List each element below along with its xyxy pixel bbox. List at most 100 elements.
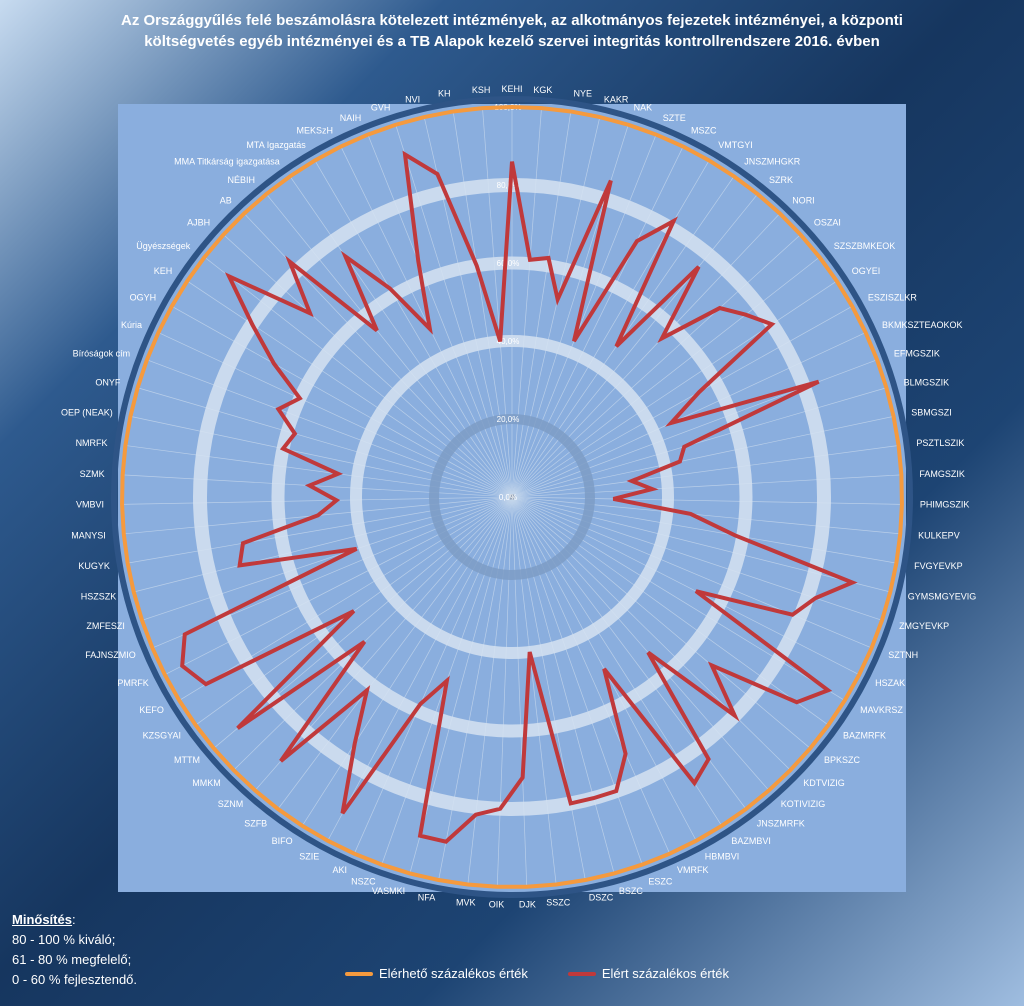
category-label: NFA: [418, 893, 436, 903]
radial-gridline: [204, 256, 513, 498]
radial-tick-label: 20,0%: [497, 415, 520, 424]
category-label: Kúria: [121, 320, 142, 330]
category-label: MANYSI: [71, 531, 106, 541]
radial-gridline: [179, 496, 513, 701]
category-label: AJBH: [187, 217, 210, 227]
series-legend: Elérhető százalékos érték Elért százalék…: [345, 966, 729, 981]
radial-gridline: [127, 496, 513, 564]
rating-line-adequate: 61 - 80 % megfelelő;: [12, 952, 132, 967]
radial-gridline: [511, 496, 586, 881]
category-label: KEH: [154, 266, 173, 276]
radial-gridline: [511, 496, 528, 887]
category-label: BPKSZC: [824, 755, 861, 765]
rating-heading: Minősítés: [12, 912, 72, 927]
radial-gridline: [340, 146, 513, 498]
category-label: MTTM: [174, 755, 200, 765]
category-label: NAK: [634, 103, 653, 113]
radial-tick-label: 80,0%: [497, 181, 520, 190]
category-label: VMBVI: [76, 500, 104, 510]
category-label: BLMGSZIK: [904, 378, 950, 388]
series-achieved: [180, 150, 858, 844]
radial-gridline: [137, 387, 513, 498]
radial-gridline: [164, 496, 513, 676]
radial-gridline: [125, 445, 513, 498]
category-label: VASMKI: [372, 886, 405, 896]
radial-gridline: [511, 416, 894, 498]
radial-gridline: [254, 496, 513, 791]
category-label: KGK: [533, 85, 552, 95]
category-label: Ügyészségek: [136, 241, 191, 251]
category-label: MVK: [456, 897, 476, 907]
category-label: OSZAI: [814, 217, 841, 227]
radial-gridline: [511, 496, 845, 701]
category-label: PHIMGSZIK: [920, 500, 970, 510]
radial-gridline: [511, 496, 615, 874]
legend-item-achieved: Elért százalékos érték: [567, 966, 730, 981]
category-label: SZTNH: [888, 650, 918, 660]
radial-gridline: [511, 332, 866, 498]
category-label: HSZSZK: [81, 591, 117, 601]
radial-gridline: [511, 134, 657, 498]
category-label: EFMGSZIK: [894, 348, 940, 358]
category-label: SZNM: [218, 799, 244, 809]
category-label: KAKR: [604, 94, 629, 104]
category-label: HSZAK: [875, 678, 905, 688]
radial-gridline: [511, 496, 671, 854]
radial-gridline: [277, 496, 513, 810]
category-label: ZMFESZI: [86, 621, 125, 631]
radial-gridline: [438, 496, 513, 881]
category-label: NORI: [792, 195, 815, 205]
category-label: KULKEPV: [918, 531, 960, 541]
category-label: NYE: [574, 89, 593, 99]
category-label: FVGYEVKP: [914, 561, 963, 571]
category-label: DSZC: [589, 893, 614, 903]
legend-label-achieved: Elért százalékos érték: [601, 966, 730, 981]
radial-tick-label: 0,0%: [499, 493, 517, 502]
category-label: OGYH: [130, 292, 157, 302]
chart-title-line1: Az Országgyűlés felé beszámolásra kötele…: [121, 12, 903, 29]
category-label: BKMKSZTEAOKOK: [882, 320, 963, 330]
category-label: FAMGSZIK: [919, 469, 965, 479]
radial-gridline: [301, 496, 513, 827]
rating-line-improve: 0 - 60 % fejlesztendő.: [12, 972, 138, 987]
radial-gridline: [146, 359, 513, 498]
radial-tick-label: 60,0%: [497, 259, 520, 268]
radial-gridline: [158, 332, 513, 498]
radial-gridline: [511, 193, 758, 498]
radial-gridline: [511, 445, 899, 498]
category-label: NAIH: [340, 113, 362, 123]
radial-gridline: [511, 146, 684, 498]
category-label: VMTGYI: [718, 140, 753, 150]
category-label: KDTVIZIG: [803, 778, 845, 788]
radial-gridline: [511, 108, 542, 498]
category-label: MEKSzH: [296, 125, 333, 135]
category-label: KOTIVIZIG: [781, 799, 826, 809]
radial-gridline: [511, 496, 860, 676]
radial-gridline: [511, 305, 853, 498]
radial-gridline: [452, 111, 513, 498]
category-label: BAZMBVI: [731, 836, 771, 846]
radial-gridline: [511, 496, 901, 535]
category-label: SBMGSZI: [911, 408, 952, 418]
legend-swatch-achievable: [345, 971, 373, 976]
chart-title: Az Országgyűlés felé beszámolásra kötele…: [60, 10, 964, 52]
category-label: SZFB: [244, 818, 267, 828]
radial-gridline: [511, 116, 601, 498]
gridline-ring: [271, 256, 753, 738]
radial-gridline: [511, 496, 643, 865]
radial-gridline: [122, 496, 513, 505]
category-label: SSZC: [546, 897, 571, 907]
category-label: NMRFK: [76, 438, 108, 448]
radial-gridline: [141, 496, 513, 621]
category-label: MSZC: [691, 125, 717, 135]
radial-gridline: [213, 496, 513, 749]
category-label: GYMSMGYEVIG: [908, 591, 977, 601]
category-label: OIK: [489, 900, 505, 910]
radial-gridline: [511, 176, 735, 498]
chart-center: [509, 494, 515, 500]
rating-legend: Minősítés: 80 - 100 % kiváló; 61 - 80 % …: [12, 910, 137, 990]
category-label: KH: [438, 89, 451, 99]
gridline-ring: [350, 335, 674, 659]
category-label: KZSGYAI: [143, 731, 181, 741]
radial-gridline: [187, 280, 513, 498]
